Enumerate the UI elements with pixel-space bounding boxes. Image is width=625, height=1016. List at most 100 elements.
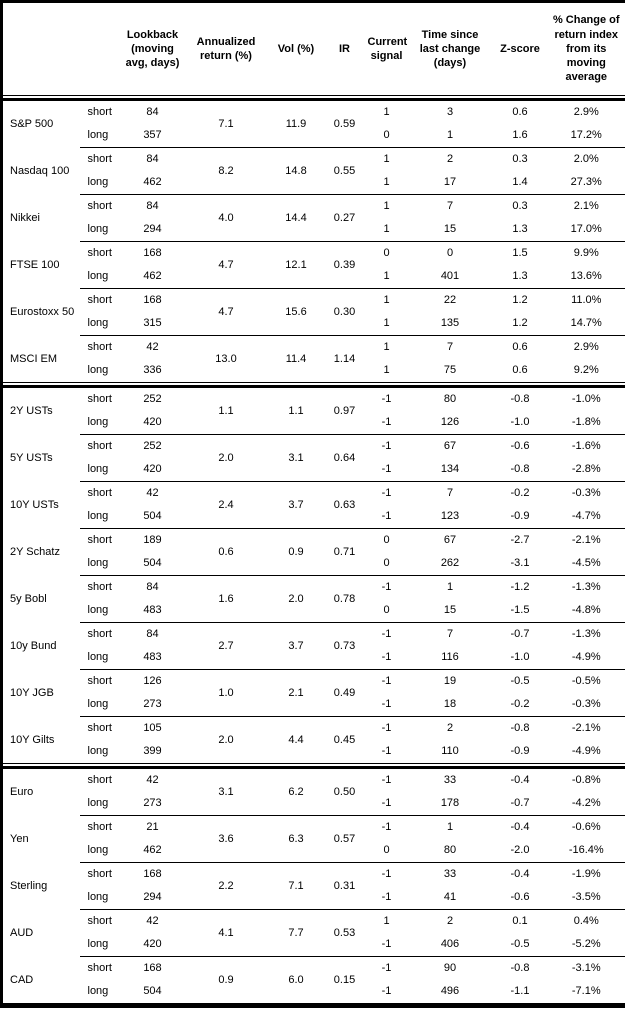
asset-name: Nasdaq 100 [10, 164, 70, 177]
current-signal-value: -1 [365, 886, 408, 910]
zscore-value: -0.6 [492, 886, 548, 910]
current-signal-value: 1 [383, 915, 390, 928]
asset-row-short: 5Y USTs short 252 2.0 3.1 0.64 -1 67 -0.6 -1.6% [2, 434, 625, 482]
annualized-return-value: 7.1 [183, 99, 269, 148]
time-since-value: 401 [407, 265, 493, 289]
header-zscore: Z-score [500, 42, 540, 55]
ir-value: 0.73 [323, 622, 366, 670]
asset-row-long: long 483 -1 116 -1.0 -4.9% [2, 646, 625, 670]
zscore-value: -0.4 [510, 868, 530, 881]
pct-change-value: -3.1% [571, 962, 601, 975]
zscore-value: -0.9 [492, 505, 548, 529]
lookback-value: 168 [143, 962, 162, 975]
lookback-value: 84 [146, 581, 159, 594]
vol-value: 7.7 [268, 909, 324, 957]
vol-value: 7.1 [268, 862, 324, 910]
time-since-value: 178 [407, 792, 493, 816]
asset-row-long: long 420 -1 126 -1.0 -1.8% [2, 411, 625, 435]
header-asset [2, 2, 80, 96]
ir-value: 0.55 [323, 147, 366, 195]
lookback-value: 252 [143, 393, 162, 406]
ir-value: 0.64 [323, 434, 366, 482]
ir-value: 0.39 [323, 241, 366, 289]
annualized-return-value: 1.0 [183, 669, 269, 717]
horizon-label: long [79, 218, 122, 242]
lookback-value: 84 [146, 153, 159, 166]
asset-name: Euro [10, 786, 34, 799]
ir-value: 0.63 [323, 481, 366, 529]
ir-value: 0.31 [323, 862, 366, 910]
zscore-value: 1.2 [512, 294, 528, 307]
zscore-value: -0.4 [510, 774, 530, 787]
time-since-value: 135 [407, 312, 493, 336]
horizon-label: long [79, 312, 122, 336]
time-since-value: 3 [446, 106, 454, 119]
horizon-label: short [87, 962, 112, 975]
current-signal-value: 0 [365, 124, 408, 148]
pct-change-value: -4.8% [547, 599, 625, 623]
horizon-label: short [87, 393, 112, 406]
lookback-value: 42 [146, 487, 159, 500]
annualized-return-value: 4.7 [183, 241, 269, 289]
header-time-since-last-change: Time since last change (days) [419, 28, 481, 70]
time-since-value: 80 [407, 839, 493, 863]
current-signal-value: 1 [383, 341, 390, 354]
lookback-value: 504 [143, 985, 162, 998]
pct-change-value: 2.1% [573, 200, 599, 213]
vol-value: 11.9 [268, 99, 324, 148]
vol-value: 14.8 [268, 147, 324, 195]
vol-value: 11.4 [285, 352, 307, 365]
zscore-value: -0.9 [510, 745, 530, 758]
time-since-value: 1 [446, 581, 454, 594]
time-since-value: 262 [407, 552, 493, 576]
asset-row-long: long 294 1 15 1.3 17.0% [2, 218, 625, 242]
asset-name: 2Y Schatz [10, 545, 60, 558]
lookback-value: 168 [143, 868, 162, 881]
time-since-value: 33 [443, 774, 457, 787]
asset-row-short: 5y Bobl short 84 1.6 2.0 0.78 -1 1 -1.2 -1.3% [2, 575, 625, 623]
header-ir: IR [339, 42, 350, 55]
vol-value: 0.9 [268, 528, 324, 576]
lookback-value: 84 [146, 200, 159, 213]
horizon-label: short [87, 675, 112, 688]
header-lookback: Lookback (moving avg, days) [125, 28, 180, 70]
ir-value: 0.27 [323, 194, 366, 242]
time-since-value: 75 [443, 364, 457, 377]
asset-row-short: Yen short 21 3.6 6.3 0.57 -1 1 -0.4 -0.6% [2, 815, 625, 863]
header-current-signal: Current signal [367, 35, 408, 62]
lookback-value: 168 [143, 294, 162, 307]
zscore-value: -1.0 [492, 411, 548, 435]
lookback-value: 273 [121, 693, 184, 717]
asset-row-short: Nasdaq 100 short 84 8.2 14.8 0.55 1 2 0.3 2.0% [2, 147, 625, 195]
annualized-return-value: 3.6 [183, 815, 269, 863]
current-signal-value: 0 [365, 552, 408, 576]
current-signal-value: -1 [381, 985, 392, 998]
zscore-value: -1.2 [510, 581, 530, 594]
pct-change-value: -7.1% [571, 985, 601, 998]
asset-name: 10Y USTs [10, 498, 59, 511]
horizon-label: short [87, 200, 112, 213]
horizon-label: long [79, 886, 122, 910]
asset-name: Sterling [10, 879, 48, 892]
ir-value: 0.78 [323, 575, 366, 623]
current-signal-value: -1 [365, 792, 408, 816]
asset-row-short: 10Y USTs short 42 2.4 3.7 0.63 -1 7 -0.2 -0.3% [2, 481, 625, 529]
zscore-value: -0.8 [492, 458, 548, 482]
asset-row-short: 10y Bund short 84 2.7 3.7 0.73 -1 7 -0.7 -1.3% [2, 622, 625, 670]
asset-row-short: MSCI EM short 42 13.0 11.4 1.14 1 7 0.6 2.9% [2, 336, 625, 365]
header-annualized-return: Annualized return (%) [196, 35, 256, 62]
asset-row-long: long 504 -1 123 -0.9 -4.7% [2, 505, 625, 529]
horizon-label: short [87, 722, 112, 735]
section-separator-rule [1, 382, 625, 388]
zscore-value: -1.1 [510, 985, 530, 998]
asset-row-long: long 420 -1 134 -0.8 -2.8% [2, 458, 625, 482]
time-since-value: 1 [407, 124, 493, 148]
time-since-value: 7 [446, 200, 454, 213]
vol-value: 6.2 [268, 767, 324, 816]
time-since-value: 126 [407, 411, 493, 435]
horizon-label: short [87, 153, 112, 166]
horizon-label: short [87, 581, 112, 594]
current-signal-value: 1 [383, 106, 390, 119]
asset-row-long: long 357 0 1 1.6 17.2% [2, 124, 625, 148]
